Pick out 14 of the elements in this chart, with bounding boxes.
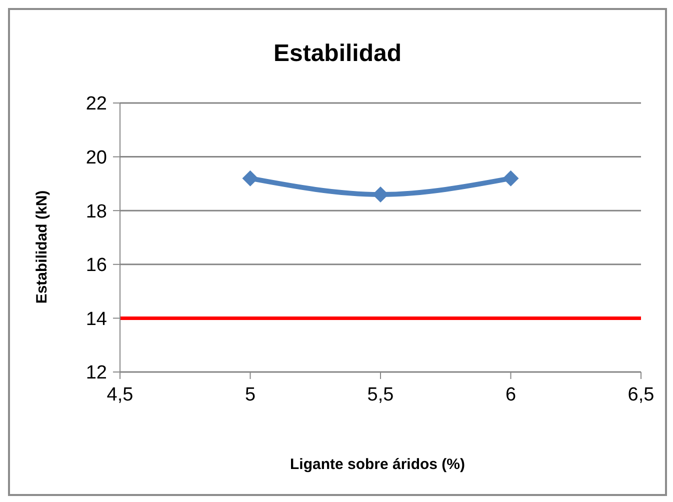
x-axis-title: Ligante sobre áridos (%) xyxy=(288,456,466,473)
x-tick-label: 6,5 xyxy=(628,384,654,406)
y-tick-label: 14 xyxy=(86,308,108,330)
y-tick-label: 12 xyxy=(86,362,107,384)
y-tick-label: 16 xyxy=(86,255,107,276)
chart-title: Estabilidad xyxy=(272,40,403,68)
x-tick-label: 4,5 xyxy=(106,384,134,406)
y-tick-label: 18 xyxy=(86,201,107,222)
y-tick-label: 20 xyxy=(86,148,107,169)
x-tick-label: 5 xyxy=(244,384,256,406)
y-axis-title: Estabilidad (kN) xyxy=(34,190,50,304)
x-tick-label: 5,5 xyxy=(367,384,394,406)
x-tick-label: 6 xyxy=(505,384,516,406)
y-tick-label: 22 xyxy=(86,94,107,115)
